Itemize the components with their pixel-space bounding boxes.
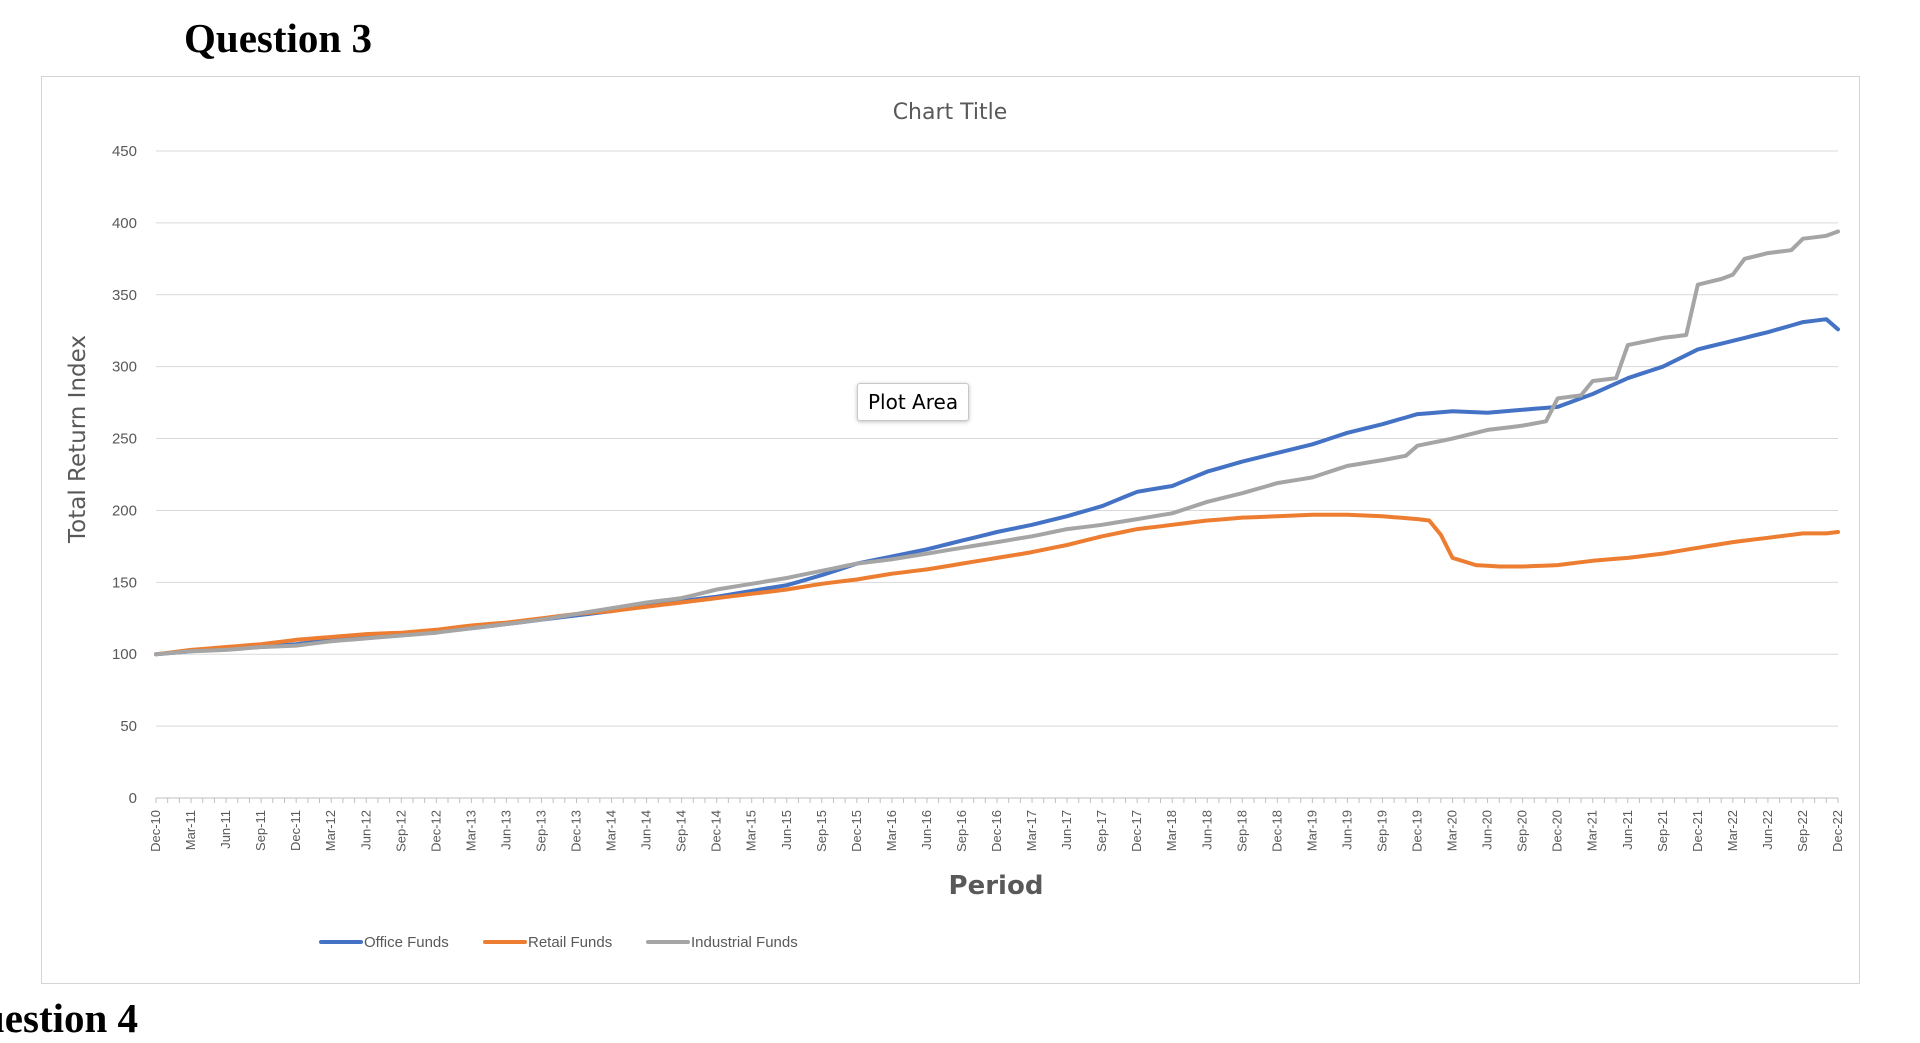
y-tick-label: 150 bbox=[112, 574, 137, 591]
x-tick-label: Mar-12 bbox=[323, 810, 338, 851]
x-tick-label: Jun-20 bbox=[1480, 810, 1495, 850]
y-tick-label: 250 bbox=[112, 431, 137, 448]
question-3-heading: Question 3 bbox=[184, 15, 372, 61]
y-tick-label: 400 bbox=[112, 215, 137, 232]
y-tick-label: 450 bbox=[112, 143, 137, 160]
x-tick-label: Dec-18 bbox=[1269, 810, 1284, 852]
x-tick-label: Jun-21 bbox=[1620, 810, 1635, 850]
x-tick-label: Jun-16 bbox=[919, 810, 934, 850]
x-tick-label: Jun-11 bbox=[218, 810, 233, 849]
x-tick-label: Dec-13 bbox=[569, 810, 584, 852]
gridlines bbox=[156, 150, 1838, 799]
x-tick-label: Sep-13 bbox=[533, 810, 548, 852]
x-tick-label: Sep-11 bbox=[253, 810, 268, 851]
x-tick-label: Sep-14 bbox=[674, 810, 689, 852]
x-tick-label: Sep-18 bbox=[1234, 810, 1249, 852]
y-tick-label: 350 bbox=[112, 287, 137, 304]
series-line-industrial-funds[interactable] bbox=[154, 229, 1840, 657]
x-tick-label: Dec-11 bbox=[288, 810, 303, 851]
y-tick-label: 300 bbox=[112, 359, 137, 376]
x-tick-label: Sep-22 bbox=[1795, 810, 1810, 852]
x-tick-label: Sep-15 bbox=[814, 810, 829, 852]
chart-container[interactable]: 0 50 100 150 200 250 300 350 400 450 Dec-10 Mar-11… bbox=[41, 76, 1860, 984]
y-axis-title[interactable]: Total Return Index bbox=[65, 335, 91, 544]
x-tick-label: Jun-17 bbox=[1059, 810, 1074, 850]
x-tick-label: Jun-12 bbox=[358, 810, 373, 850]
x-tick-label: Dec-10 bbox=[148, 810, 163, 852]
x-axis-title[interactable]: Period bbox=[949, 871, 1044, 901]
question-4-heading: uestion 4 bbox=[0, 995, 139, 1041]
legend: Office Funds Retail Funds Industrial Funds bbox=[319, 934, 798, 951]
y-tick-label: 100 bbox=[112, 646, 137, 663]
x-tick-label: Jun-19 bbox=[1339, 810, 1354, 850]
series-lines bbox=[154, 229, 1840, 657]
y-tick-label: 50 bbox=[120, 718, 137, 735]
series-line-retail-funds[interactable] bbox=[154, 512, 1840, 657]
x-tick-label: Dec-14 bbox=[709, 810, 724, 852]
x-tick-label: Dec-20 bbox=[1550, 810, 1565, 852]
x-tick-label: Mar-15 bbox=[744, 810, 759, 851]
x-tick-label: Sep-12 bbox=[393, 810, 408, 852]
x-tick-label: Sep-16 bbox=[954, 810, 969, 852]
x-tick-label: Mar-21 bbox=[1585, 810, 1600, 851]
x-tick-label: Sep-20 bbox=[1515, 810, 1530, 852]
x-tick-label: Mar-17 bbox=[1024, 810, 1039, 851]
x-tick-label: Mar-14 bbox=[604, 810, 619, 851]
x-tick-label: Jun-14 bbox=[639, 810, 654, 850]
x-tick-label: Dec-12 bbox=[428, 810, 443, 852]
x-tick-label: Mar-22 bbox=[1725, 810, 1740, 851]
plot-area-tooltip: Plot Area bbox=[857, 383, 970, 421]
x-tick-label: Mar-13 bbox=[463, 810, 478, 851]
x-tick-label: Dec-19 bbox=[1410, 810, 1425, 852]
x-tick-label: Dec-22 bbox=[1830, 810, 1845, 852]
x-tick-label: Dec-17 bbox=[1129, 810, 1144, 852]
x-tick-label: Jun-22 bbox=[1760, 810, 1775, 850]
x-tick-label: Mar-11 bbox=[183, 810, 198, 850]
x-tick-label: Sep-21 bbox=[1655, 810, 1670, 852]
x-tick-label: Dec-16 bbox=[989, 810, 1004, 852]
y-axis-tick-labels: 0 50 100 150 200 250 300 350 400 450 bbox=[112, 143, 137, 807]
chart-title[interactable]: Chart Title bbox=[893, 100, 1008, 125]
line-chart[interactable]: 0 50 100 150 200 250 300 350 400 450 Dec-10 Mar-11… bbox=[42, 77, 1859, 983]
x-tick-label: Dec-21 bbox=[1690, 810, 1705, 852]
series-line-office-funds[interactable] bbox=[154, 317, 1840, 657]
x-tick-label: Sep-19 bbox=[1374, 810, 1389, 852]
x-tick-label: Dec-15 bbox=[849, 810, 864, 852]
x-tick-label: Mar-20 bbox=[1445, 810, 1460, 851]
legend-label[interactable]: Retail Funds bbox=[528, 934, 612, 951]
x-tick-label: Mar-18 bbox=[1164, 810, 1179, 851]
x-tick-label: Mar-16 bbox=[884, 810, 899, 851]
x-tick-label: Jun-13 bbox=[498, 810, 513, 850]
y-tick-label: 200 bbox=[112, 502, 137, 519]
x-tick-label: Mar-19 bbox=[1304, 810, 1319, 851]
x-tick-label: Jun-18 bbox=[1199, 810, 1214, 850]
x-tick-label: Sep-17 bbox=[1094, 810, 1109, 852]
y-tick-label: 0 bbox=[129, 790, 137, 807]
legend-label[interactable]: Industrial Funds bbox=[691, 934, 798, 951]
x-tick-label: Jun-15 bbox=[779, 810, 794, 850]
x-axis: Dec-10 Mar-11 Jun-11 Sep-11 Dec-11 Mar-12 Jun-… bbox=[148, 797, 1845, 852]
legend-label[interactable]: Office Funds bbox=[364, 934, 449, 951]
